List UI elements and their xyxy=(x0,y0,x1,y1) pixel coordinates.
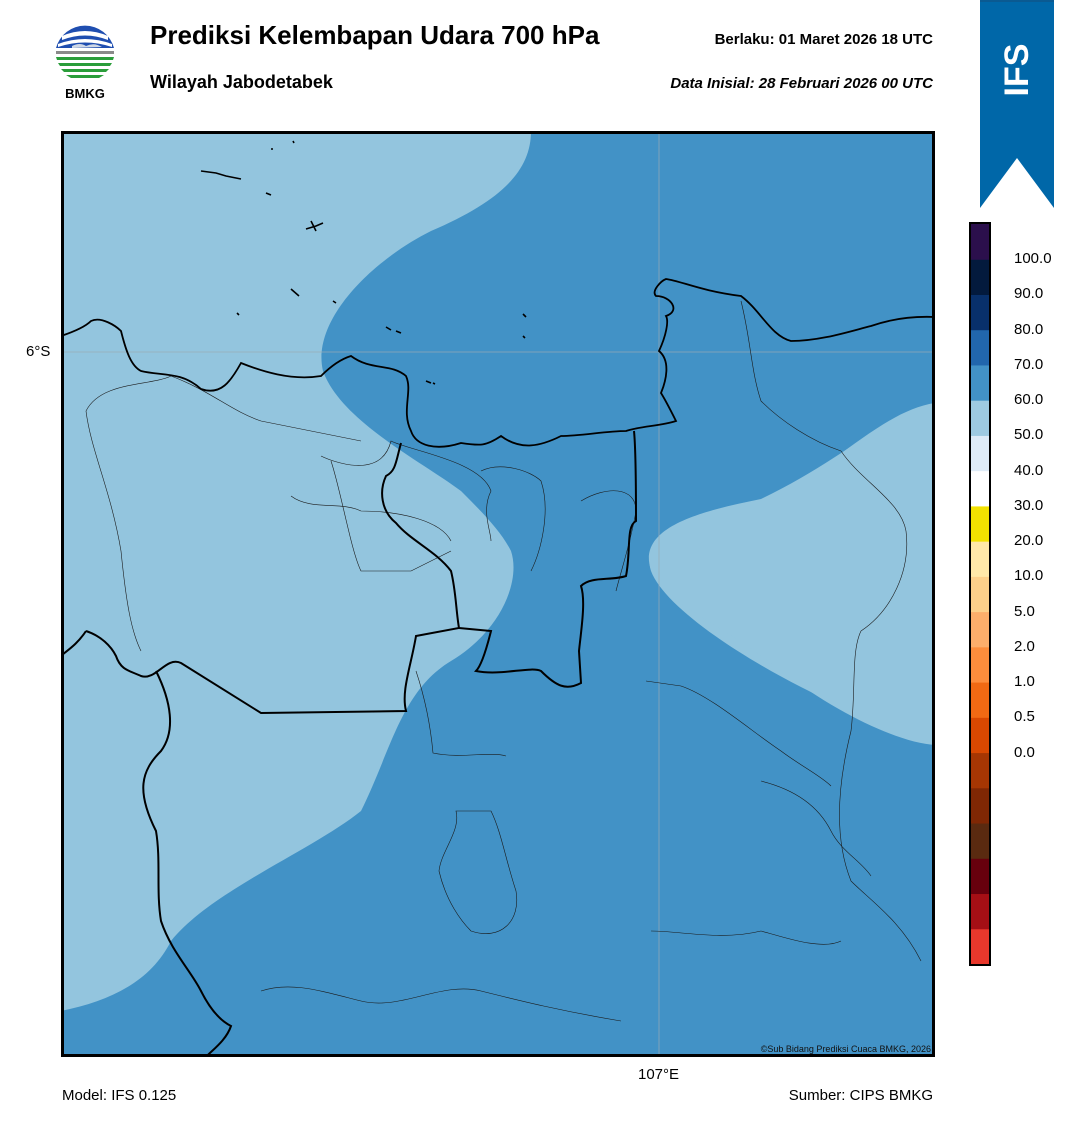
latitude-label: 6°S xyxy=(26,343,51,360)
colorbar-tick-label: 60.0 xyxy=(1014,391,1044,409)
colorbar-block xyxy=(971,505,989,542)
longitude-label: 107°E xyxy=(638,1066,680,1083)
thousand-islands xyxy=(200,140,527,385)
colorbar-block xyxy=(971,893,989,930)
colorbar-block xyxy=(971,717,989,754)
colorbar-block xyxy=(971,435,989,472)
map-subtitle: Wilayah Jabodetabek xyxy=(150,72,333,92)
ifs-ribbon xyxy=(980,0,1054,208)
humidity-zone-70-80 xyxy=(61,131,935,1057)
valid-time: Berlaku: 01 Maret 2026 18 UTC xyxy=(714,31,933,48)
colorbar-tick-label: 20.0 xyxy=(1014,532,1044,550)
colorbar-tick-label: 10.0 xyxy=(1014,567,1044,585)
colorbar-block xyxy=(971,541,989,577)
colorbar-tick-label: 0.0 xyxy=(1014,743,1035,761)
colorbar-block xyxy=(971,364,989,401)
colorbar-tick-label: 1.0 xyxy=(1014,673,1035,691)
map-title: Prediksi Kelembapan Udara 700 hPa xyxy=(150,20,600,50)
colorbar-block xyxy=(971,928,989,965)
colorbar-block xyxy=(971,858,989,895)
logo-text: BMKG xyxy=(65,86,105,101)
colorbar-block xyxy=(971,294,989,331)
colorbar-block xyxy=(971,259,989,295)
colorbar-block xyxy=(971,752,989,789)
init-time: Data Inisial: 28 Februari 2026 00 UTC xyxy=(670,75,933,92)
colorbar-tick-label: 40.0 xyxy=(1014,461,1044,479)
colorbar-block xyxy=(971,224,989,260)
ribbon-label: IFS xyxy=(998,44,1036,97)
ribbon-text: IFS xyxy=(998,44,1036,97)
colorbar-block xyxy=(971,787,989,824)
coastline xyxy=(61,278,935,448)
colorbar-tick-label: 30.0 xyxy=(1014,496,1044,514)
colorbar-block xyxy=(971,646,989,683)
map-credit: ©Sub Bidang Prediksi Cuaca BMKG, 2026 xyxy=(760,1044,931,1054)
province-boundary xyxy=(61,430,638,1057)
map-frame xyxy=(61,131,935,1057)
colorbar-block xyxy=(971,400,989,436)
source-label: Sumber: CIPS BMKG xyxy=(788,1087,933,1104)
colorbar-blocks xyxy=(971,224,991,965)
colorbar-tick-label: 80.0 xyxy=(1014,320,1044,338)
colorbar-block xyxy=(971,576,989,613)
model-label: Model: IFS 0.125 xyxy=(62,1087,177,1104)
colorbar-tick-label: 100.0 xyxy=(1014,250,1052,268)
colorbar-block xyxy=(971,682,989,718)
bmkg-logo-icon xyxy=(55,23,115,83)
colorbar-block xyxy=(971,470,989,507)
colorbar-block xyxy=(971,329,989,366)
colorbar-tick-label: 2.0 xyxy=(1014,637,1035,655)
colorbar-tick-label: 70.0 xyxy=(1014,355,1044,373)
colorbar-tick-label: 0.5 xyxy=(1014,708,1035,726)
colorbar-block xyxy=(971,611,989,648)
humidity-colorbar xyxy=(969,222,991,966)
colorbar-tick-label: 90.0 xyxy=(1014,285,1044,303)
colorbar-block xyxy=(971,823,989,859)
colorbar-tick-label: 5.0 xyxy=(1014,602,1035,620)
humidity-zone-60-70-east xyxy=(648,403,935,745)
colorbar-tick-label: 50.0 xyxy=(1014,426,1044,444)
humidity-map xyxy=(61,131,935,1057)
